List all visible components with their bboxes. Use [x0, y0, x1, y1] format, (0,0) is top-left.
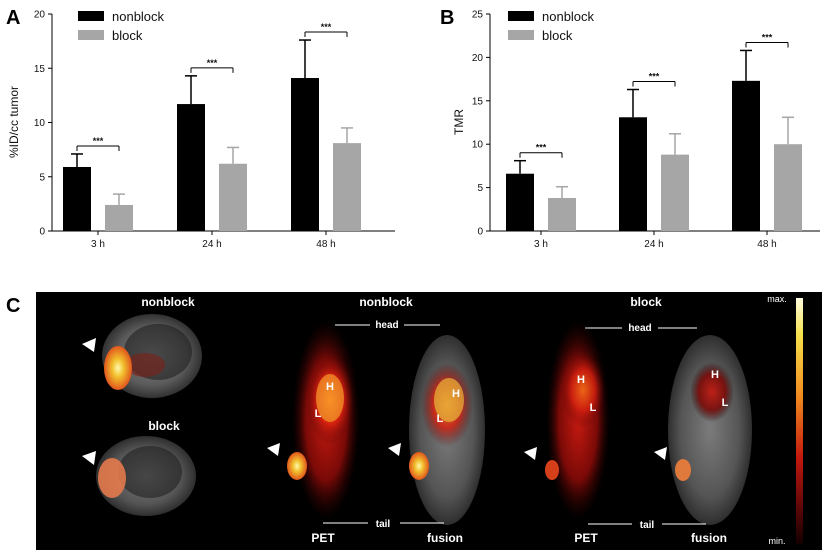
nonblock-pet-title: nonblock — [359, 295, 413, 309]
heart-marker-pet-nonblock: H — [326, 381, 334, 393]
tumor-arrow-icon — [82, 451, 96, 465]
x-tick-label: 48 h — [316, 239, 335, 250]
block-pet-title: block — [630, 295, 662, 309]
x-tick-label: 3 h — [91, 239, 105, 250]
tumor-arrow-icon — [524, 447, 537, 460]
panel-c: C nonblock block nonblock head — [6, 292, 822, 550]
tumor-arrow-icon — [82, 338, 96, 352]
liver-marker-fusion-nonblock: L — [437, 413, 444, 425]
y-tick-label: 5 — [39, 172, 45, 183]
liver-marker-fusion-block: L — [722, 397, 729, 409]
colorbar-min-label: min. — [768, 536, 785, 546]
legend-b: nonblock block — [508, 9, 595, 43]
heart-marker-fusion-nonblock: H — [452, 388, 460, 400]
bar-nonblock-2 — [291, 78, 319, 231]
legend-swatch-nonblock-b — [508, 11, 534, 21]
fusion-label-block: fusion — [691, 531, 727, 545]
bar-block-2 — [774, 144, 802, 231]
legend-label-block-b: block — [542, 28, 573, 43]
legend-label-nonblock-a: nonblock — [112, 9, 165, 24]
tumor-arrow-icon — [267, 443, 280, 456]
heart-marker-fusion-block: H — [711, 369, 719, 381]
tumor-arrow-icon — [654, 447, 667, 460]
liver-marker-pet-block: L — [590, 402, 597, 414]
colorbar — [796, 298, 803, 544]
legend-label-block-a: block — [112, 28, 143, 43]
y-axis-b: 0 5 10 15 20 25 — [472, 10, 490, 238]
significance-label: *** — [536, 143, 547, 153]
cross-section-top-label: nonblock — [141, 295, 195, 309]
bar-block-1 — [219, 163, 247, 231]
legend-swatch-block-a — [78, 30, 104, 40]
pet-label-nonblock: PET — [311, 531, 335, 545]
significance-label: *** — [321, 22, 332, 32]
y-tick-label: 0 — [39, 227, 45, 238]
panel-letter-b: B — [440, 7, 454, 29]
bars-a: *** 3 h *** 24 h *** 48 h — [63, 22, 361, 250]
legend-swatch-block-b — [508, 30, 534, 40]
pet-block-image — [545, 320, 610, 520]
head-label-block: head — [628, 323, 651, 334]
y-axis-label-a: %ID/cc tumor — [7, 86, 21, 158]
fusion-nonblock-image — [409, 335, 485, 525]
tail-label-block: tail — [640, 520, 655, 531]
legend-swatch-nonblock-a — [78, 11, 104, 21]
tail-label-nonblock: tail — [376, 519, 391, 530]
bar-nonblock-1 — [619, 117, 647, 231]
legend-label-nonblock-b: nonblock — [542, 9, 595, 24]
panel-letter-a: A — [6, 7, 20, 29]
y-tick-label: 15 — [472, 96, 484, 107]
y-tick-label: 20 — [472, 53, 484, 64]
cross-section-bottom-label: block — [148, 419, 180, 433]
legend-a: nonblock block — [78, 9, 165, 43]
x-tick-label: 3 h — [534, 239, 548, 250]
significance-label: *** — [649, 72, 660, 82]
y-axis-a: 0 5 10 15 20 — [34, 10, 52, 238]
bar-block-0 — [105, 204, 133, 231]
colorbar-max-label: max. — [767, 294, 787, 304]
liver-marker-pet-nonblock: L — [315, 408, 322, 420]
y-tick-label: 0 — [477, 227, 483, 238]
significance-label: *** — [762, 32, 773, 42]
chart-b: B 0 5 10 15 20 25 TMR *** 3 h *** 24 h *** 48 h no… — [440, 7, 820, 250]
bar-nonblock-2 — [732, 80, 760, 231]
pet-nonblock-image — [287, 320, 360, 520]
pet-label-block: PET — [574, 531, 598, 545]
significance-label: *** — [93, 136, 104, 146]
bar-nonblock-0 — [63, 166, 91, 231]
y-axis-label-b: TMR — [452, 109, 466, 135]
y-tick-label: 10 — [472, 140, 484, 151]
y-tick-label: 15 — [34, 64, 46, 75]
y-tick-label: 20 — [34, 10, 46, 21]
cross-section-block-image — [96, 436, 196, 516]
x-tick-label: 48 h — [757, 239, 776, 250]
y-tick-label: 25 — [472, 10, 484, 21]
significance-label: *** — [207, 58, 218, 68]
tumor-arrow-icon — [388, 443, 401, 456]
bar-block-2 — [333, 143, 361, 231]
fusion-label-nonblock: fusion — [427, 531, 463, 545]
head-label-nonblock: head — [375, 320, 398, 331]
x-tick-label: 24 h — [644, 239, 663, 250]
x-tick-label: 24 h — [202, 239, 221, 250]
cross-section-nonblock-image — [102, 314, 202, 398]
bar-nonblock-1 — [177, 104, 205, 231]
panel-letter-c: C — [6, 295, 20, 317]
bar-block-1 — [661, 154, 689, 231]
bar-nonblock-0 — [506, 173, 534, 231]
heart-marker-pet-block: H — [577, 374, 585, 386]
bars-b: *** 3 h *** 24 h *** 48 h — [506, 32, 802, 250]
bar-block-0 — [548, 198, 576, 231]
fusion-block-image — [668, 335, 752, 525]
y-tick-label: 5 — [477, 183, 483, 194]
y-tick-label: 10 — [34, 118, 46, 129]
